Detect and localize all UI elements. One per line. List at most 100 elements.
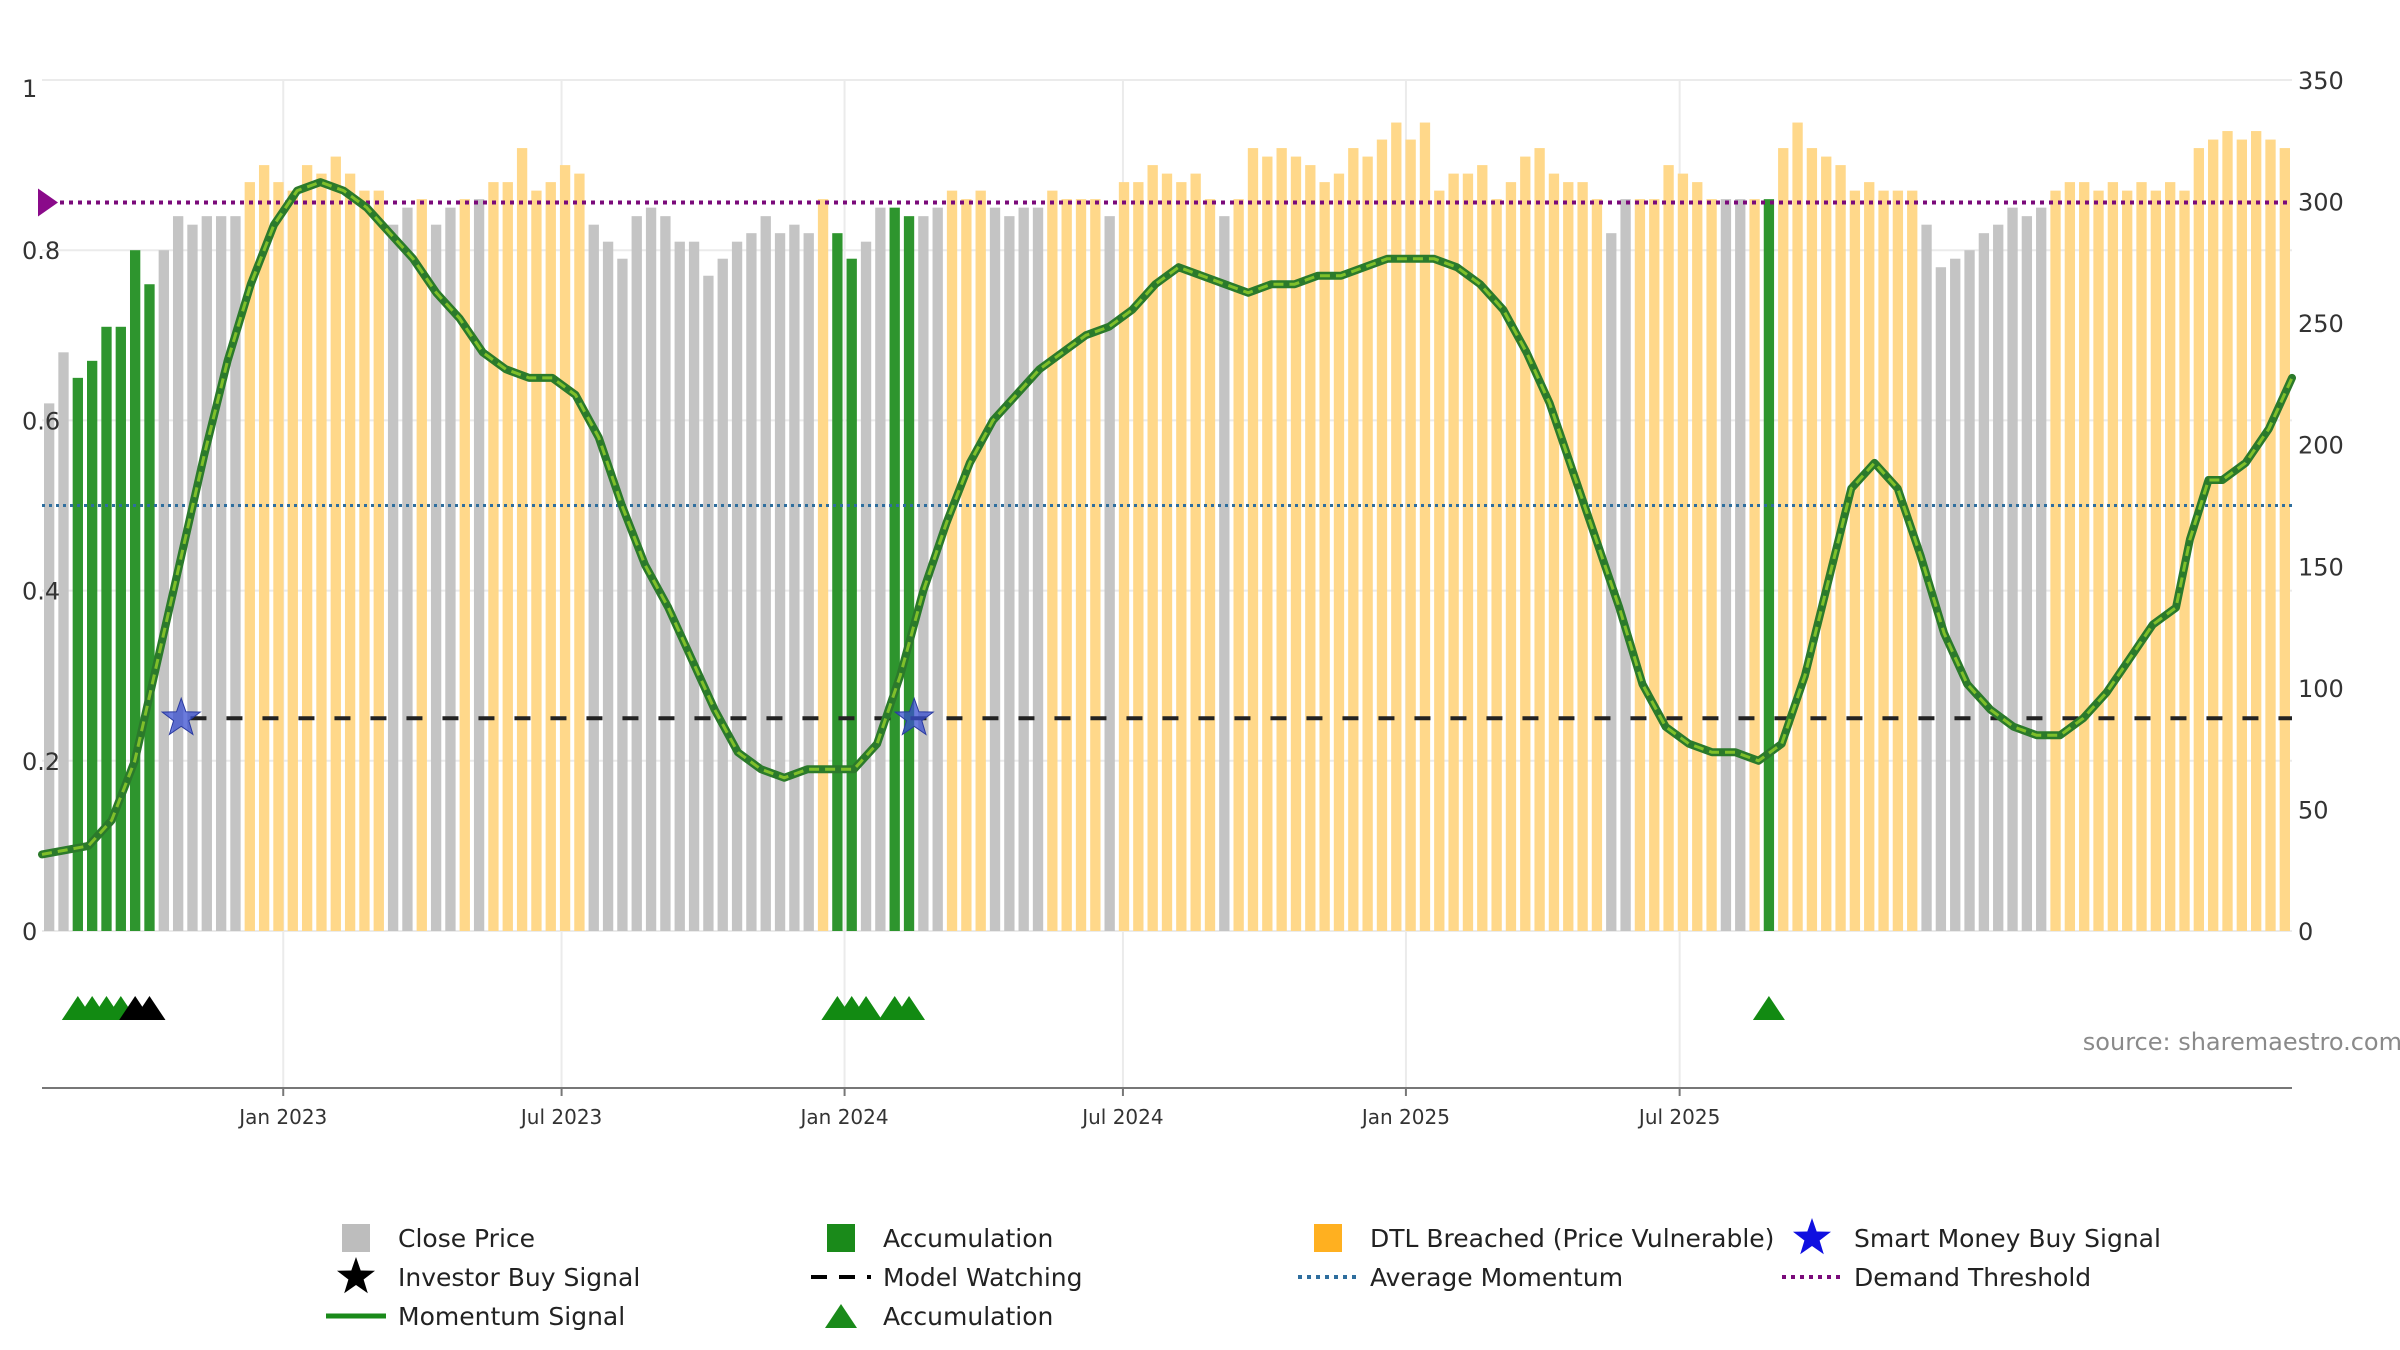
dtl-breached-bar [2236, 139, 2247, 931]
close-price-bar [402, 207, 413, 931]
close-price-bar [989, 207, 1001, 931]
accumulation-bar [129, 250, 141, 931]
legend-label: Investor Buy Signal [398, 1263, 640, 1292]
accumulation-bar [115, 326, 126, 931]
right-y-tick-label: 50 [2298, 796, 2329, 824]
close-price-bar [445, 207, 456, 931]
dtl-breached-bar [1692, 182, 1703, 931]
accumulation-bar [889, 207, 900, 931]
right-y-tick-label: 200 [2298, 432, 2344, 460]
accumulation-bar [903, 216, 915, 931]
accumulation-bar [832, 233, 843, 931]
accumulation-triangle [893, 996, 926, 1020]
dtl-breached-bar [1319, 182, 1330, 931]
close-price-bar [760, 216, 771, 931]
close-price-bar [717, 258, 728, 932]
dtl-breached-bar [1290, 156, 1302, 932]
dtl-breached-bar [1520, 156, 1531, 932]
dtl-breached-bar [559, 165, 571, 932]
accumulation-bar [846, 258, 857, 932]
x-tick-label: Jan 2024 [799, 1105, 889, 1129]
accumulation-bar [72, 377, 83, 932]
dtl-breached-bar [316, 173, 327, 932]
accumulation-bar [144, 284, 155, 931]
dtl-breached-bar [2107, 182, 2119, 931]
dtl-breached-bar [1348, 148, 1359, 931]
close-price-bar [1950, 258, 1961, 932]
accumulation-bar [101, 326, 112, 931]
left-y-tick-label: 0.8 [22, 237, 60, 265]
close-price-bar [631, 216, 642, 931]
signal-markers [61, 696, 1785, 1020]
dtl-breached-bar [2050, 190, 2061, 931]
dtl-breached-bar [1190, 173, 1201, 932]
dtl-breached-bar [2265, 139, 2276, 931]
x-tick-label: Jan 2023 [237, 1105, 327, 1129]
dtl-breached-bar [1649, 199, 1660, 931]
dtl-breached-bar [373, 190, 384, 931]
right-y-tick-label: 250 [2298, 310, 2344, 338]
close-price-bar [1620, 199, 1631, 931]
dtl-breached-bar [1147, 165, 1158, 932]
legend-star-icon [1793, 1218, 1831, 1255]
close-price-bar [746, 233, 757, 931]
dtl-breached-bar [1577, 182, 1588, 931]
close-price-bar [44, 403, 55, 931]
dtl-breached-bar [545, 182, 556, 931]
dtl-breached-bar [1534, 148, 1545, 931]
close-price-bar [215, 216, 227, 931]
dtl-breached-bar [1276, 148, 1287, 931]
dtl-breached-bar [1491, 199, 1502, 931]
dtl-breached-bar [330, 156, 341, 932]
legend-label: Smart Money Buy Signal [1854, 1224, 2161, 1253]
dtl-breached-bar [2279, 148, 2290, 931]
dtl-breached-bar [1792, 122, 1803, 932]
x-tick-label: Jan 2025 [1360, 1105, 1450, 1129]
x-tick-label: Jul 2025 [1637, 1105, 1720, 1129]
accumulation-bar [87, 360, 98, 932]
dtl-breached-bar [574, 173, 585, 932]
close-price-bar [932, 207, 943, 931]
dtl-breached-bar [961, 199, 972, 931]
dtl-breached-bar [359, 190, 370, 931]
reference-lines [38, 178, 2296, 859]
close-price-bar [774, 233, 786, 931]
dtl-breached-bar [946, 190, 958, 931]
legend-triangle-icon [825, 1304, 857, 1328]
dtl-breached-bar [1204, 199, 1216, 931]
dtl-breached-bar [2150, 190, 2162, 931]
close-price-bar [789, 224, 800, 932]
dtl-breached-bar [1878, 190, 1889, 931]
legend-swatch [1314, 1224, 1342, 1252]
left-y-tick-label: 0.4 [22, 578, 60, 606]
left-y-tick-label: 0.2 [22, 748, 60, 776]
right-y-tick-label: 0 [2298, 918, 2313, 946]
right-y-tick-label: 300 [2298, 189, 2344, 217]
dtl-breached-bar [2165, 182, 2176, 931]
close-price-bar [2021, 216, 2033, 931]
smart-money-buy-star [160, 696, 202, 736]
close-price-bar [230, 216, 241, 931]
close-price-bar [1978, 233, 1990, 931]
dtl-breached-bar [1262, 156, 1273, 932]
dtl-breached-bar [1634, 199, 1646, 931]
close-price-bar [875, 207, 886, 931]
close-price-bar [158, 250, 169, 931]
accumulation-bar [1763, 199, 1775, 931]
dtl-breached-bar [344, 173, 356, 932]
dtl-breached-bar [2136, 182, 2147, 931]
dtl-breached-bar [1505, 182, 1517, 931]
close-price-bar [860, 241, 872, 931]
dtl-breached-bar [2093, 190, 2104, 931]
close-price-bar [703, 275, 714, 932]
accumulation-triangle [850, 996, 883, 1020]
dtl-breached-bar [1778, 148, 1789, 931]
dtl-breached-bar [1161, 173, 1173, 932]
close-price-bar [660, 216, 671, 931]
right-y-tick-label: 350 [2298, 67, 2344, 95]
dtl-breached-bar [1305, 165, 1316, 932]
dtl-breached-bar [2122, 190, 2133, 931]
dtl-breached-bar [1233, 199, 1244, 931]
close-price-bar [187, 224, 198, 932]
dtl-breached-bar [1706, 199, 1717, 931]
